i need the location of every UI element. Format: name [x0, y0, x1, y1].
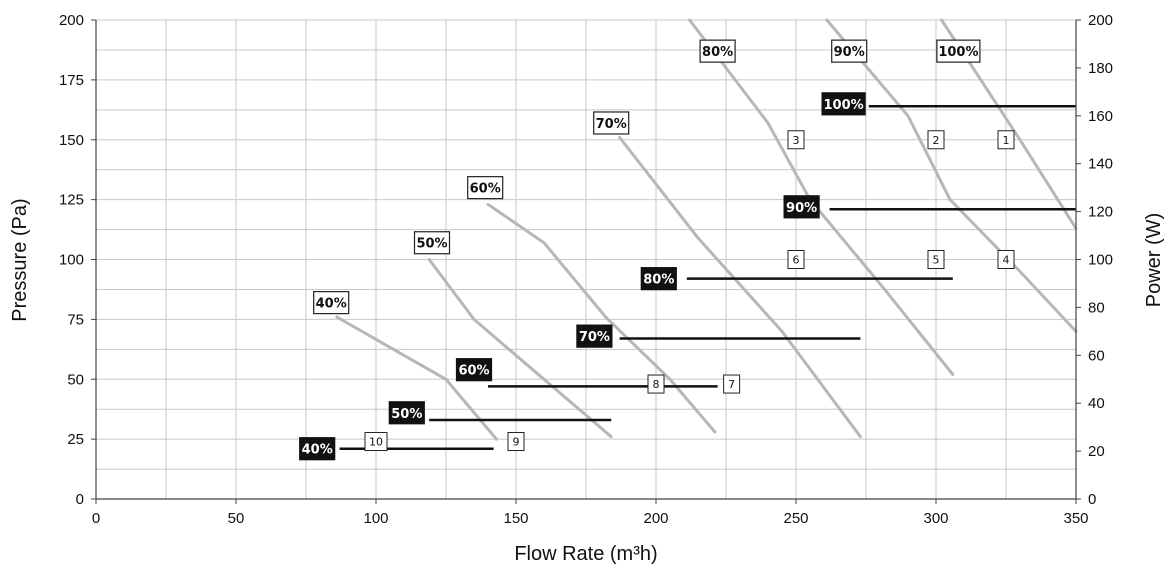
point-marker-box	[997, 130, 1015, 150]
point-marker-box	[787, 250, 805, 269]
pressure-series-label: 40%	[316, 297, 347, 312]
y-tick-label: 0	[76, 491, 84, 508]
power-series-label: 40%	[302, 443, 333, 458]
point-marker-box	[787, 130, 805, 150]
point-marker-label: 2	[933, 134, 940, 147]
pressure-series-label-box	[936, 39, 981, 63]
power-series-label: 70%	[579, 330, 610, 345]
y-tick-label: 50	[67, 371, 84, 388]
power-series-label-box	[299, 437, 336, 461]
y-tick-label: 200	[59, 12, 84, 29]
point-marker-box	[723, 374, 741, 394]
power-series-label-box	[455, 358, 493, 382]
pressure-curve	[688, 18, 955, 376]
y-tick-label: 75	[67, 311, 84, 328]
x-tick-label: 250	[783, 510, 808, 527]
pressure-series-label: 70%	[596, 117, 627, 132]
point-marker-box	[647, 374, 665, 394]
axes	[91, 19, 1081, 504]
x-tick-label: 150	[503, 510, 528, 527]
y2-tick-label: 0	[1088, 491, 1096, 508]
power-series-label-box	[576, 324, 613, 348]
point-marker-box	[927, 130, 945, 150]
y2-tick-label: 20	[1088, 443, 1105, 460]
y2-tick-label: 140	[1088, 156, 1113, 173]
y-tick-label: 125	[59, 192, 84, 209]
power-series-label: 60%	[458, 364, 489, 379]
point-marker-label: 1	[1003, 134, 1010, 147]
pressure-curve	[486, 202, 717, 434]
point-marker-box	[507, 432, 525, 452]
y2-tick-label: 100	[1088, 252, 1113, 269]
power-lines	[339, 104, 1076, 450]
y2-axis-title: Power (W)	[1143, 213, 1165, 307]
x-tick-label: 200	[643, 510, 668, 527]
pressure-curve	[825, 18, 1078, 333]
pressure-series-label: 50%	[416, 237, 447, 252]
pressure-series-label-box	[313, 291, 350, 315]
power-series-label: 90%	[786, 201, 817, 216]
y-axis-title: Pressure (Pa)	[9, 198, 31, 321]
point-marker-label: 4	[1003, 254, 1010, 267]
y-tick-label: 25	[67, 431, 84, 448]
x-tick-label: 300	[923, 510, 948, 527]
power-series-label-box	[783, 195, 820, 219]
pressure-series-label: 60%	[470, 182, 501, 197]
x-tick-label: 50	[228, 510, 245, 527]
x-tick-label: 0	[92, 510, 100, 527]
point-marker-box	[997, 250, 1015, 269]
y-tick-label: 175	[59, 72, 84, 89]
power-series-label-box	[388, 401, 425, 425]
pressure-series-label-box	[413, 231, 451, 255]
pressure-series-label-box	[467, 176, 504, 200]
pressure-curve	[427, 258, 613, 439]
y2-tick-label: 200	[1088, 12, 1113, 29]
y2-tick-label: 60	[1088, 347, 1105, 364]
x-tick-label: 100	[363, 510, 388, 527]
pressure-series-label-box	[593, 111, 630, 135]
y2-tick-label: 120	[1088, 204, 1113, 221]
point-marker-label: 5	[933, 254, 940, 267]
pressure-series-label-box	[831, 39, 868, 63]
power-series-label: 100%	[824, 98, 864, 113]
y2-tick-label: 40	[1088, 395, 1105, 412]
point-marker-box	[364, 432, 388, 452]
y-tick-label: 150	[59, 132, 84, 149]
point-marker-label: 8	[653, 378, 660, 391]
point-marker-label: 7	[728, 378, 735, 391]
pressure-series-label: 100%	[938, 45, 978, 60]
pressure-curve	[618, 135, 862, 439]
point-marker-box	[927, 250, 945, 269]
point-marker-label: 10	[369, 436, 383, 449]
power-series-label: 50%	[391, 407, 422, 422]
point-marker-label: 9	[513, 436, 520, 449]
tick-labels: 0 50 100 150 200 250 300 3500255075100125150175…	[59, 12, 1113, 527]
series-labels: 40% 50% 60% 70% 80% 90% 100% 40% 50% 60% 70% 80% 90%…	[299, 39, 981, 461]
point-marker-label: 3	[793, 134, 800, 147]
y-tick-label: 100	[59, 252, 84, 269]
pressure-series-label-box	[699, 39, 736, 63]
pressure-series-label: 80%	[702, 45, 733, 60]
y2-tick-label: 80	[1088, 299, 1105, 316]
power-series-label: 80%	[643, 273, 674, 288]
y2-tick-label: 160	[1088, 108, 1113, 125]
power-series-label-box	[640, 267, 677, 291]
point-markers: 1 2 3 4 5 6 7 8 9 10	[364, 130, 1015, 452]
power-series-label-box	[821, 92, 866, 116]
point-marker-label: 6	[793, 254, 800, 267]
x-tick-label: 350	[1063, 510, 1088, 527]
pressure-series-label: 90%	[834, 45, 865, 60]
y2-tick-label: 180	[1088, 60, 1113, 77]
x-axis-title: Flow Rate (m³h)	[514, 543, 657, 564]
